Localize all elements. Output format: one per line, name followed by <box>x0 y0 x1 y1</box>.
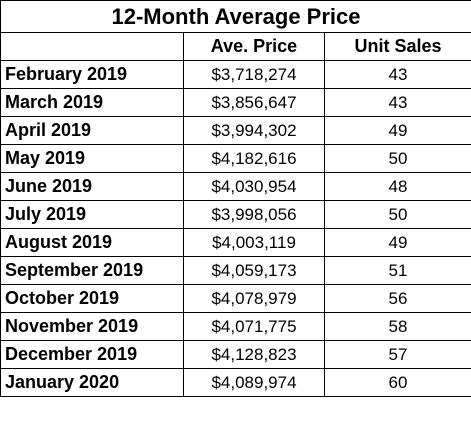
row-price: $4,128,823 <box>183 340 325 369</box>
table-row: August 2019 $4,003,119 49 <box>0 228 471 257</box>
row-price: $4,182,616 <box>183 144 325 173</box>
row-month: March 2019 <box>0 88 184 117</box>
table-row: April 2019 $3,994,302 49 <box>0 116 471 145</box>
header-row: Ave. Price Unit Sales <box>0 32 471 61</box>
price-table: 12-Month Average Price Ave. Price Unit S… <box>0 0 471 397</box>
table-title: 12-Month Average Price <box>0 0 471 33</box>
row-sales: 49 <box>323 228 471 257</box>
table-row: October 2019 $4,078,979 56 <box>0 284 471 313</box>
table-row: February 2019 $3,718,274 43 <box>0 60 471 89</box>
row-price: $3,994,302 <box>183 116 325 145</box>
row-price: $3,998,056 <box>183 200 325 229</box>
table-row: December 2019 $4,128,823 57 <box>0 340 471 369</box>
row-price: $4,059,173 <box>183 256 325 285</box>
row-price: $4,030,954 <box>183 172 325 201</box>
table-row: January 2020 $4,089,974 60 <box>0 368 471 397</box>
row-month: November 2019 <box>0 312 184 341</box>
table-row: May 2019 $4,182,616 50 <box>0 144 471 173</box>
row-month: April 2019 <box>0 116 184 145</box>
header-month <box>0 32 184 61</box>
row-sales: 48 <box>323 172 471 201</box>
row-sales: 43 <box>323 88 471 117</box>
row-sales: 58 <box>323 312 471 341</box>
row-month: February 2019 <box>0 60 184 89</box>
row-price: $4,071,775 <box>183 312 325 341</box>
row-sales: 50 <box>323 200 471 229</box>
table-row: November 2019 $4,071,775 58 <box>0 312 471 341</box>
row-month: September 2019 <box>0 256 184 285</box>
row-sales: 50 <box>323 144 471 173</box>
row-sales: 60 <box>323 368 471 397</box>
row-sales: 49 <box>323 116 471 145</box>
row-sales: 43 <box>323 60 471 89</box>
row-price: $4,078,979 <box>183 284 325 313</box>
table-row: June 2019 $4,030,954 48 <box>0 172 471 201</box>
row-price: $4,003,119 <box>183 228 325 257</box>
table-row: March 2019 $3,856,647 43 <box>0 88 471 117</box>
row-month: January 2020 <box>0 368 184 397</box>
row-month: May 2019 <box>0 144 184 173</box>
table-row: July 2019 $3,998,056 50 <box>0 200 471 229</box>
row-price: $3,718,274 <box>183 60 325 89</box>
table-row: September 2019 $4,059,173 51 <box>0 256 471 285</box>
row-sales: 51 <box>323 256 471 285</box>
row-sales: 57 <box>323 340 471 369</box>
row-sales: 56 <box>323 284 471 313</box>
header-ave-price: Ave. Price <box>183 32 325 61</box>
row-price: $4,089,974 <box>183 368 325 397</box>
title-row: 12-Month Average Price <box>0 0 471 33</box>
row-month: December 2019 <box>0 340 184 369</box>
row-month: August 2019 <box>0 228 184 257</box>
row-month: June 2019 <box>0 172 184 201</box>
row-month: October 2019 <box>0 284 184 313</box>
row-month: July 2019 <box>0 200 184 229</box>
header-unit-sales: Unit Sales <box>323 32 471 61</box>
row-price: $3,856,647 <box>183 88 325 117</box>
